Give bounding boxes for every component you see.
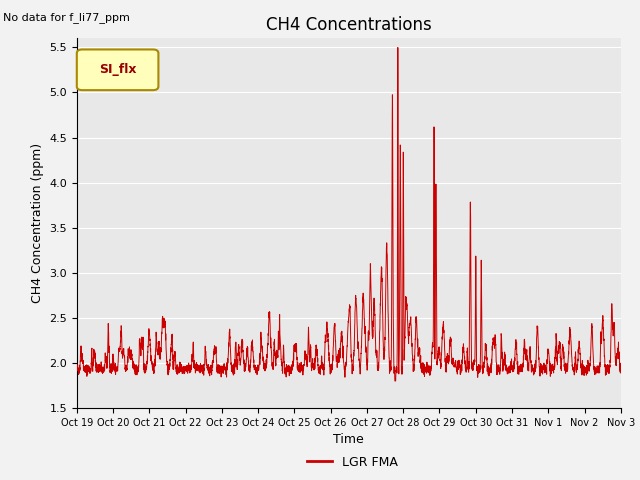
Legend: LGR FMA: LGR FMA bbox=[301, 451, 403, 474]
Text: No data for f_li77_ppm: No data for f_li77_ppm bbox=[3, 12, 130, 23]
Y-axis label: CH4 Concentration (ppm): CH4 Concentration (ppm) bbox=[31, 143, 44, 303]
Text: SI_flx: SI_flx bbox=[99, 63, 136, 76]
X-axis label: Time: Time bbox=[333, 433, 364, 446]
Title: CH4 Concentrations: CH4 Concentrations bbox=[266, 16, 431, 34]
FancyBboxPatch shape bbox=[77, 49, 158, 90]
